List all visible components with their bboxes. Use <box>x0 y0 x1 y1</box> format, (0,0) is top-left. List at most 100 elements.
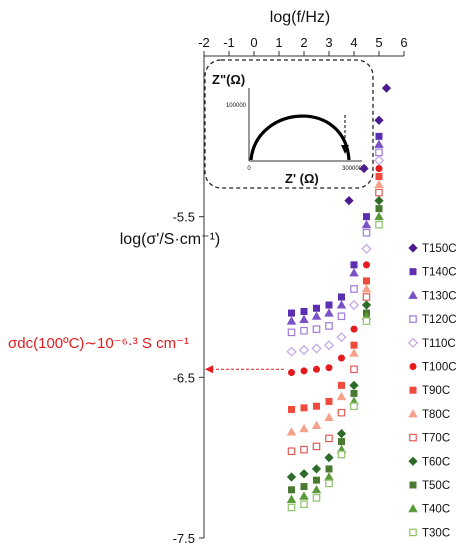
legend-item-T100C: T100C <box>409 362 457 374</box>
data-point <box>375 205 383 213</box>
data-point <box>337 438 345 446</box>
data-point <box>300 326 308 335</box>
legend-marker <box>409 315 417 323</box>
x-tick-label: 4 <box>350 35 357 50</box>
series-T80C <box>286 179 384 436</box>
data-point <box>299 423 309 433</box>
data-point <box>362 317 371 325</box>
legend-item-T150C: T150C <box>408 243 457 255</box>
data-point <box>325 364 333 372</box>
data-point <box>312 365 320 373</box>
data-point <box>287 309 295 317</box>
y-tick-label: -7.5 <box>173 531 195 546</box>
legend-item-T130C: T130C <box>408 290 457 302</box>
series-T150C <box>344 83 392 206</box>
inset-x-tick-0: 0 <box>247 166 251 172</box>
legend-label: T90C <box>422 385 450 397</box>
legend-marker <box>409 268 417 276</box>
data-point <box>298 344 310 356</box>
series-T90C <box>287 173 383 413</box>
data-point <box>336 300 347 309</box>
data-point <box>350 261 358 269</box>
data-point <box>344 195 354 206</box>
data-point <box>312 325 321 333</box>
x-tick-label: 3 <box>325 35 332 50</box>
data-point <box>287 405 295 413</box>
data-point <box>374 115 384 125</box>
data-point <box>336 332 347 343</box>
x-axis-label: log(f/Hz) <box>270 9 330 26</box>
data-point <box>286 316 297 325</box>
data-point <box>362 228 371 237</box>
legend-label: T150C <box>422 243 457 255</box>
data-point <box>312 304 320 312</box>
data-point <box>374 211 384 221</box>
legend-item-T110C: T110C <box>407 337 456 350</box>
x-tick-label: 5 <box>375 35 382 50</box>
legend-marker <box>409 386 417 394</box>
x-tick-label: -1 <box>223 35 235 50</box>
data-point <box>299 491 309 500</box>
data-point <box>350 389 358 397</box>
legend-item-T70C: T70C <box>409 433 450 445</box>
data-point <box>348 299 360 311</box>
legend-marker <box>409 481 417 489</box>
data-point <box>361 243 372 254</box>
data-point <box>323 340 335 351</box>
data-point <box>325 301 333 309</box>
data-point <box>359 163 369 174</box>
data-point <box>325 397 333 405</box>
data-point <box>286 346 297 357</box>
data-point <box>325 465 333 473</box>
inset-frame <box>204 59 374 189</box>
inset-y-tick: 100000 <box>226 103 247 109</box>
data-point <box>312 402 320 410</box>
x-ticks: -2 -1 0 1 2 3 4 5 6 <box>198 35 408 56</box>
annotation-arrow-head <box>205 365 213 374</box>
inset-nyquist-plot: Z"(Ω) 100000 0 300000 Z' (Ω) <box>204 59 374 189</box>
data-point <box>374 179 384 189</box>
data-point <box>311 484 322 494</box>
series-T60C <box>286 195 384 482</box>
data-point <box>311 343 322 354</box>
data-point <box>350 325 358 333</box>
data-point <box>299 314 309 323</box>
inset-x-tick-1: 300000 <box>342 166 363 172</box>
legend-item-T30C: T30C <box>409 527 450 539</box>
data-point <box>286 472 297 482</box>
data-point <box>287 328 296 337</box>
legend: T150C T140C T130C T120C T110C T100C T90C T80C T7… <box>407 243 457 539</box>
inset-x-label: Z' (Ω) <box>285 171 319 186</box>
data-point <box>312 442 321 451</box>
inset-arrow-head <box>341 145 349 154</box>
data-point <box>337 354 345 362</box>
data-point <box>381 83 392 93</box>
legend-label: T60C <box>422 456 450 468</box>
data-point <box>325 434 333 443</box>
annotation-text: σdc(100ºC)∼10⁻⁶·³ S cm⁻¹ <box>8 335 189 352</box>
data-point <box>287 369 295 377</box>
series-T130C <box>286 139 384 325</box>
legend-label: T100C <box>422 362 457 374</box>
data-point <box>350 402 358 411</box>
data-point <box>362 261 370 269</box>
inset-y-label: Z"(Ω) <box>212 72 245 87</box>
legend-item-T140C: T140C <box>409 267 457 279</box>
data-point <box>350 341 358 349</box>
legend-item-T90C: T90C <box>409 385 450 397</box>
legend-marker <box>409 362 417 370</box>
data-point <box>311 311 322 320</box>
legend-item-T80C: T80C <box>408 409 450 421</box>
data-point <box>300 307 308 315</box>
legend-marker <box>408 456 418 466</box>
data-point <box>362 277 370 285</box>
data-point <box>361 300 372 310</box>
data-point <box>325 479 333 488</box>
data-point <box>300 483 308 491</box>
legend-marker <box>408 409 418 418</box>
data-point <box>375 173 383 181</box>
data-point <box>350 365 358 374</box>
data-point <box>299 469 309 479</box>
inset-impedance-arc <box>249 114 351 161</box>
